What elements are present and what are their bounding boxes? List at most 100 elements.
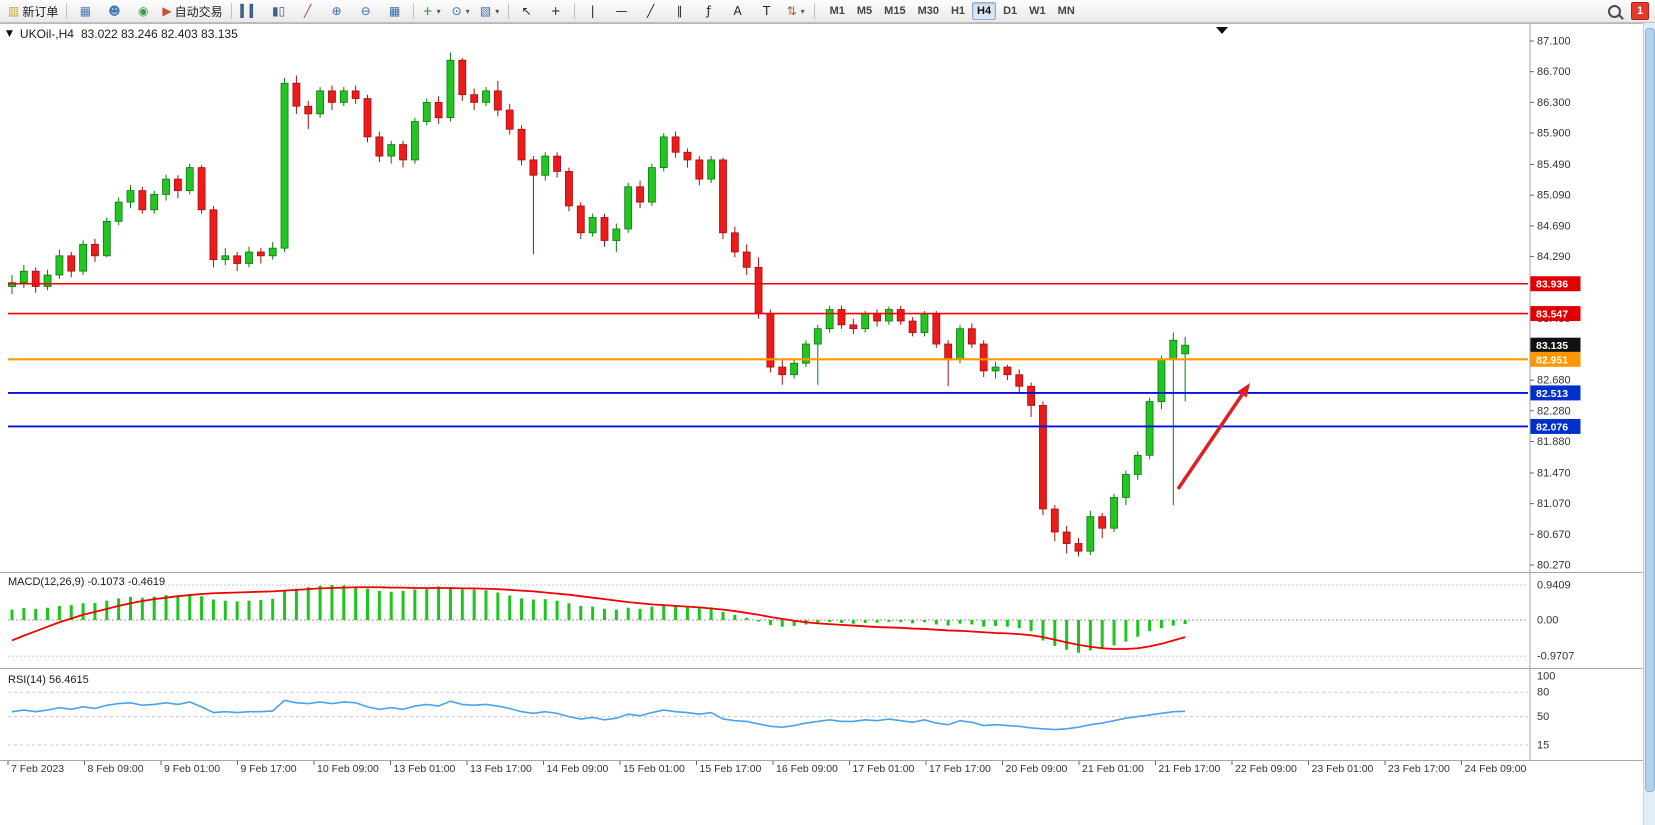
timeframe-d1-button[interactable]: D1 xyxy=(1003,5,1018,17)
svg-text:17 Feb 17:00: 17 Feb 17:00 xyxy=(929,763,991,775)
tile-windows-button[interactable]: ▦ xyxy=(381,1,409,22)
scrollbar-thumb[interactable] xyxy=(1645,28,1655,792)
cursor-button[interactable]: ↖ xyxy=(513,1,541,22)
trendline-icon: ╱ xyxy=(646,4,655,18)
crosshair-button[interactable]: + xyxy=(542,1,570,22)
charts-window-button[interactable]: ▦ xyxy=(71,1,99,22)
zoom-out-button[interactable]: ⊖ xyxy=(352,1,380,22)
svg-text:14 Feb 09:00: 14 Feb 09:00 xyxy=(547,763,609,775)
crosshair-icon: + xyxy=(550,4,561,18)
toolbar-separator xyxy=(507,3,509,19)
price-axis[interactable]: 87.100 86.700 86.300 85.900 85.490 85.090 84.6… xyxy=(1530,36,1571,572)
svg-text:82.076: 82.076 xyxy=(1536,421,1568,433)
periods-button[interactable]: ⊙ ▾ xyxy=(447,1,475,22)
timeframe-m15-button[interactable]: M15 xyxy=(884,5,906,17)
one-click-trading-icon[interactable]: ▼ xyxy=(6,29,13,39)
market-watch-button[interactable]: ☻ xyxy=(100,1,128,22)
toolbar-right: 1 xyxy=(1608,2,1651,20)
timeframe-m30-button[interactable]: M30 xyxy=(917,5,939,17)
trend-arrow-annotation[interactable] xyxy=(1176,383,1250,490)
arrows-button[interactable]: ⇅ ▾ xyxy=(782,1,810,22)
svg-text:82.513: 82.513 xyxy=(1536,388,1568,400)
timeframe-h1-button[interactable]: H1 xyxy=(950,5,966,17)
clock-icon: ⊙ xyxy=(451,4,462,18)
svg-text:15: 15 xyxy=(1537,740,1549,752)
svg-text:83.936: 83.936 xyxy=(1536,279,1568,291)
toolbar-separator xyxy=(66,3,68,19)
timeframe-h4-button[interactable]: H4 xyxy=(972,2,997,20)
svg-text:-0.9707: -0.9707 xyxy=(1537,651,1574,663)
dropdown-caret-icon: ▾ xyxy=(800,6,805,16)
line-chart-button[interactable]: ╱ xyxy=(294,1,322,22)
timeframe-w1-button[interactable]: W1 xyxy=(1029,5,1046,17)
svg-text:80.670: 80.670 xyxy=(1537,529,1571,541)
rsi-indicator-label: RSI(14) 56.4615 xyxy=(8,674,89,686)
timeframe-mn-button[interactable]: MN xyxy=(1057,5,1075,17)
svg-text:10 Feb 09:00: 10 Feb 09:00 xyxy=(317,763,379,775)
chart-shift-marker[interactable] xyxy=(1216,27,1228,34)
svg-text:15 Feb 01:00: 15 Feb 01:00 xyxy=(623,763,685,775)
fibonacci-button[interactable]: ƒ xyxy=(695,1,723,22)
candlestick-chart-button[interactable]: ▮▯ xyxy=(265,1,293,22)
horizontal-line-button[interactable]: — xyxy=(608,1,636,22)
candlesticks xyxy=(8,52,1190,557)
line-chart-icon: ╱ xyxy=(303,4,312,18)
community-button[interactable]: ◉ xyxy=(129,1,157,22)
svg-text:82.680: 82.680 xyxy=(1537,375,1571,387)
search-icon[interactable] xyxy=(1608,4,1621,18)
vertical-line-icon: | xyxy=(590,4,595,18)
text-label-icon: T xyxy=(762,4,771,18)
svg-text:80: 80 xyxy=(1537,687,1549,699)
chart-window-icon: ▦ xyxy=(79,4,92,18)
zoom-in-button[interactable]: ⊕ xyxy=(323,1,351,22)
svg-text:22 Feb 09:00: 22 Feb 09:00 xyxy=(1235,763,1297,775)
notification-badge[interactable]: 1 xyxy=(1631,2,1649,20)
dropdown-caret-icon: ▾ xyxy=(465,6,470,16)
svg-text:82.951: 82.951 xyxy=(1536,354,1568,366)
svg-text:13 Feb 01:00: 13 Feb 01:00 xyxy=(394,763,456,775)
macd-indicator-label: MACD(12,26,9) -0.1073 -0.4619 xyxy=(8,576,166,588)
svg-text:17 Feb 01:00: 17 Feb 01:00 xyxy=(853,763,915,775)
svg-text:86.700: 86.700 xyxy=(1537,66,1571,78)
svg-text:9 Feb 01:00: 9 Feb 01:00 xyxy=(164,763,220,775)
macd-panel: 0.9409 0.00 -0.9707 xyxy=(8,579,1574,663)
channel-button[interactable]: ∥ xyxy=(666,1,694,22)
timeframe-m1-button[interactable]: M1 xyxy=(829,5,845,17)
trendline-button[interactable]: ╱ xyxy=(637,1,665,22)
text-label-button[interactable]: T xyxy=(753,1,781,22)
zoom-out-icon: ⊖ xyxy=(360,4,371,18)
svg-text:0.00: 0.00 xyxy=(1537,615,1558,627)
template-icon: ▧ xyxy=(479,4,492,18)
svg-text:24 Feb 09:00: 24 Feb 09:00 xyxy=(1465,763,1527,775)
horizontal-line-icon: — xyxy=(615,4,628,18)
svg-text:84.690: 84.690 xyxy=(1537,220,1571,232)
autotrading-button[interactable]: ▶ 自动交易 xyxy=(158,1,226,22)
vertical-line-button[interactable]: | xyxy=(579,1,607,22)
svg-text:86.300: 86.300 xyxy=(1537,97,1571,109)
channel-icon: ∥ xyxy=(676,4,683,18)
new-order-button[interactable]: ▥ 新订单 xyxy=(4,1,62,22)
time-axis[interactable]: 7 Feb 2023 8 Feb 09:00 9 Feb 01:00 9 Feb 17… xyxy=(7,761,1527,775)
globe-icon: ◉ xyxy=(138,4,149,18)
svg-text:8 Feb 09:00: 8 Feb 09:00 xyxy=(88,763,144,775)
indicators-button[interactable]: + ▾ xyxy=(418,1,446,22)
svg-text:16 Feb 09:00: 16 Feb 09:00 xyxy=(776,763,838,775)
svg-text:20 Feb 09:00: 20 Feb 09:00 xyxy=(1006,763,1068,775)
main-toolbar: ▥ 新订单 ▦ ☻ ◉ ▶ 自动交易 ▍▍ ▮▯ ╱ ⊕ ⊖ ▦ + ▾ ⊙ ▾ ▧ ▾ ↖ + | — ╱ ∥ ƒ A T ⇅ ▾ M1 M… xyxy=(0,0,1655,23)
timeframe-m5-button[interactable]: M5 xyxy=(856,5,873,17)
level-lines[interactable] xyxy=(8,282,1528,428)
vertical-scrollbar[interactable] xyxy=(1643,23,1655,825)
fibonacci-icon: ƒ xyxy=(706,4,711,18)
cursor-arrow-icon: ↖ xyxy=(521,4,532,18)
user-icon: ☻ xyxy=(108,4,121,18)
svg-text:23 Feb 01:00: 23 Feb 01:00 xyxy=(1312,763,1374,775)
svg-text:82.280: 82.280 xyxy=(1537,405,1571,417)
svg-text:85.900: 85.900 xyxy=(1537,128,1571,140)
templates-button[interactable]: ▧ ▾ xyxy=(476,1,504,22)
tile-grid-icon: ▦ xyxy=(388,4,401,18)
svg-text:85.490: 85.490 xyxy=(1537,159,1571,171)
bar-chart-button[interactable]: ▍▍ xyxy=(236,1,264,22)
text-button[interactable]: A xyxy=(724,1,752,22)
